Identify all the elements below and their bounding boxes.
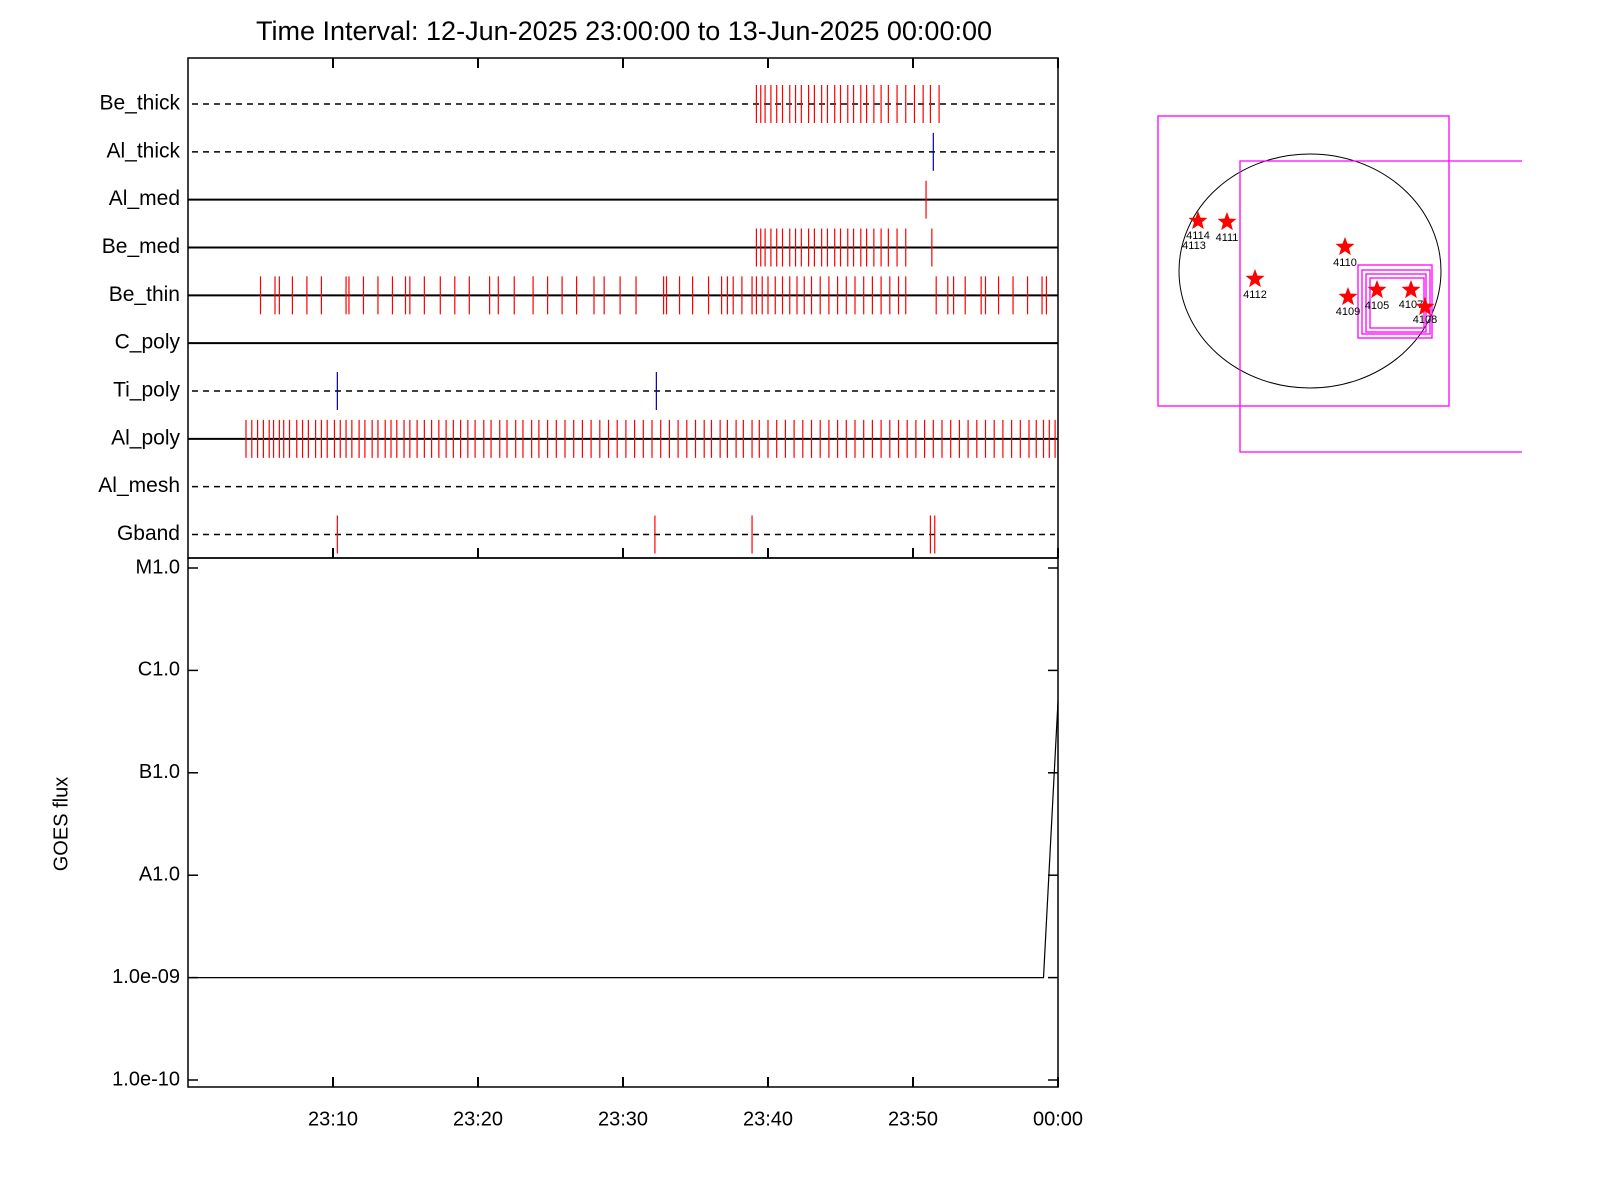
row-label: Be_thick — [99, 92, 180, 115]
y-tick-label: C1.0 — [138, 659, 180, 681]
solar-disk — [1178, 153, 1442, 389]
region-star — [1217, 212, 1237, 231]
region-label: 4108 — [1413, 314, 1437, 326]
flux-line — [188, 701, 1059, 979]
y-tick-label: B1.0 — [139, 761, 180, 783]
region-star — [1245, 269, 1265, 288]
row-label: C_poly — [115, 331, 181, 354]
region-label: 4112 — [1243, 289, 1267, 301]
row-label: Al_mesh — [98, 474, 180, 497]
x-tick-label: 23:50 — [888, 1108, 938, 1130]
row-label: Gband — [117, 522, 180, 545]
x-tick-label: 00:00 — [1033, 1108, 1083, 1130]
y-tick-label: 1.0e-10 — [112, 1068, 180, 1090]
fov-boxes — [1157, 115, 1522, 453]
events-frame — [187, 57, 1059, 559]
y-axis-label: GOES flux — [50, 777, 72, 871]
region-label: 4111 — [1216, 232, 1239, 244]
x-tick-label: 23:20 — [453, 1108, 503, 1130]
y-tick-label: M1.0 — [136, 556, 180, 578]
region-label: 4110 — [1333, 257, 1357, 269]
region-label: 4114 — [1186, 230, 1210, 242]
region-label: 4107 — [1399, 299, 1423, 311]
region-star — [1415, 297, 1435, 316]
x-tick-label: 23:10 — [308, 1108, 358, 1130]
region-star — [1188, 211, 1208, 230]
row-label: Al_poly — [111, 426, 180, 449]
row-label: Be_med — [102, 235, 180, 258]
row-label: Ti_poly — [113, 379, 180, 402]
region-star — [1367, 280, 1387, 299]
row-label: Be_thin — [109, 283, 180, 306]
region-star — [1338, 287, 1358, 306]
region-star — [1335, 237, 1355, 256]
chart-title: Time Interval: 12-Jun-2025 23:00:00 to 1… — [256, 16, 992, 46]
row-label: Al_med — [109, 187, 180, 210]
region-label: 4113 — [1182, 240, 1206, 252]
region-label: 4109 — [1336, 306, 1360, 318]
region-label: 4105 — [1365, 300, 1389, 312]
x-tick-label: 23:30 — [598, 1108, 648, 1130]
x-tick-label: 23:40 — [743, 1108, 793, 1130]
flux-frame — [187, 557, 1059, 1088]
row-label: Al_thick — [106, 139, 180, 162]
y-tick-label: A1.0 — [139, 863, 180, 885]
y-tick-label: 1.0e-09 — [112, 966, 180, 988]
region-star — [1401, 280, 1421, 299]
